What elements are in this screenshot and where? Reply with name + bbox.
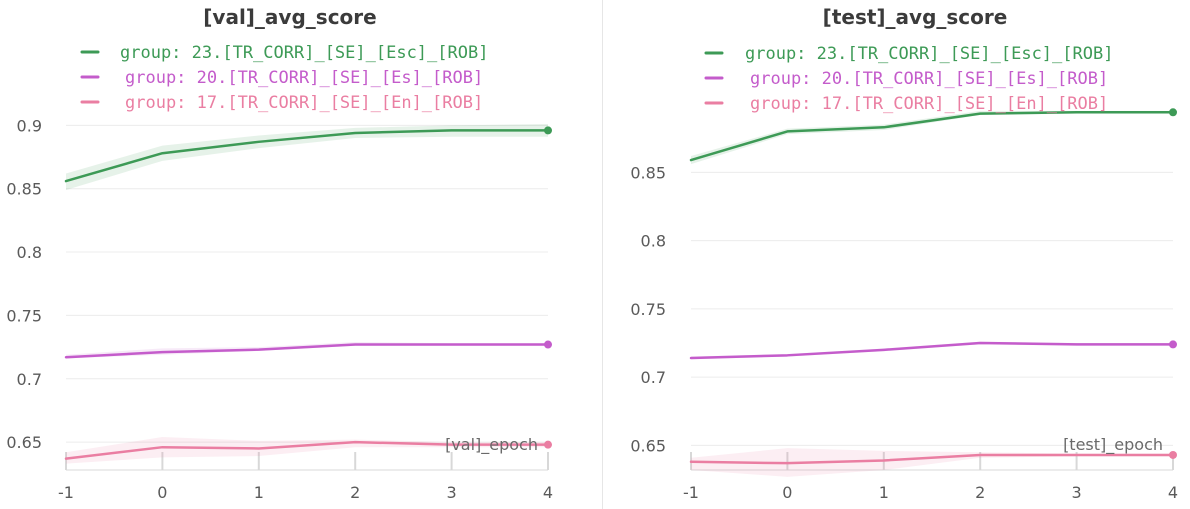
x-axis-label: [val]_epoch bbox=[445, 435, 538, 455]
x-tick-label: 3 bbox=[447, 483, 457, 502]
series-band-0 bbox=[66, 124, 548, 190]
x-tick-label: 1 bbox=[879, 483, 889, 502]
x-tick-label: 2 bbox=[350, 483, 360, 502]
series-line-0 bbox=[689, 111, 1175, 162]
series-line-2 bbox=[689, 453, 1175, 465]
chart-title: [test]_avg_score bbox=[823, 5, 1008, 29]
legend-entry: group: 20.[TR_CORR]_[SE]_[Es]_[ROB] bbox=[750, 69, 1108, 89]
series-end-marker-2 bbox=[1169, 450, 1177, 459]
y-tick-label: 0.8 bbox=[641, 232, 666, 251]
y-tick-label: 0.85 bbox=[6, 180, 42, 199]
panel-divider bbox=[602, 0, 603, 509]
chart-panel-1: [test]_avg_score 0.85 0.8 0.75 0.7 0.65 -1 0 1 2 3… bbox=[630, 5, 1178, 502]
x-tick-label: 3 bbox=[1072, 483, 1082, 502]
legend-entry: group: 23.[TR_CORR]_[SE]_[Esc]_[ROB] bbox=[745, 44, 1113, 64]
x-tick-label: 1 bbox=[254, 483, 264, 502]
legend-entry: group: 17.[TR_CORR]_[SE]_[En]_[ROB] bbox=[125, 93, 483, 113]
x-axis-label: [test]_epoch bbox=[1063, 435, 1163, 455]
legend-entry: group: 17.[TR_CORR]_[SE]_[En]_[ROB] bbox=[750, 94, 1108, 114]
chart-title: [val]_avg_score bbox=[203, 5, 376, 29]
series-end-marker-2 bbox=[544, 440, 552, 449]
legend-entry: group: 20.[TR_CORR]_[SE]_[Es]_[ROB] bbox=[125, 68, 483, 88]
y-tick-label: 0.7 bbox=[641, 368, 666, 387]
x-tick-label: -1 bbox=[58, 483, 74, 502]
series-line-0 bbox=[64, 129, 550, 183]
series-line-1 bbox=[689, 341, 1175, 360]
series-end-marker-0 bbox=[1169, 108, 1177, 117]
y-tick-label: 0.75 bbox=[6, 306, 42, 325]
x-tick-label: 2 bbox=[975, 483, 985, 502]
x-tick-label: 4 bbox=[543, 483, 553, 502]
series-end-marker-1 bbox=[1169, 340, 1177, 349]
series-end-marker-1 bbox=[544, 340, 552, 349]
y-tick-label: 0.8 bbox=[17, 243, 42, 262]
x-tick-label: -1 bbox=[683, 483, 699, 502]
y-tick-label: 0.75 bbox=[630, 300, 666, 319]
series-line-1 bbox=[64, 343, 550, 359]
y-tick-label: 0.85 bbox=[630, 163, 666, 182]
x-tick-label: 0 bbox=[157, 483, 167, 502]
chart-panel-0: [val]_avg_score 0.9 0.85 0.8 0.75 0.7 0.65 -1 0 1… bbox=[6, 5, 553, 502]
x-tick-label: 0 bbox=[782, 483, 792, 502]
y-tick-label: 0.7 bbox=[17, 370, 42, 389]
legend-entry: group: 23.[TR_CORR]_[SE]_[Esc]_[ROB] bbox=[120, 43, 488, 63]
y-tick-label: 0.9 bbox=[17, 116, 42, 135]
y-tick-label: 0.65 bbox=[6, 433, 42, 452]
y-tick-label: 0.65 bbox=[630, 436, 666, 455]
x-tick-label: 4 bbox=[1168, 483, 1178, 502]
series-end-marker-0 bbox=[544, 126, 552, 135]
series-line-2 bbox=[64, 440, 550, 460]
